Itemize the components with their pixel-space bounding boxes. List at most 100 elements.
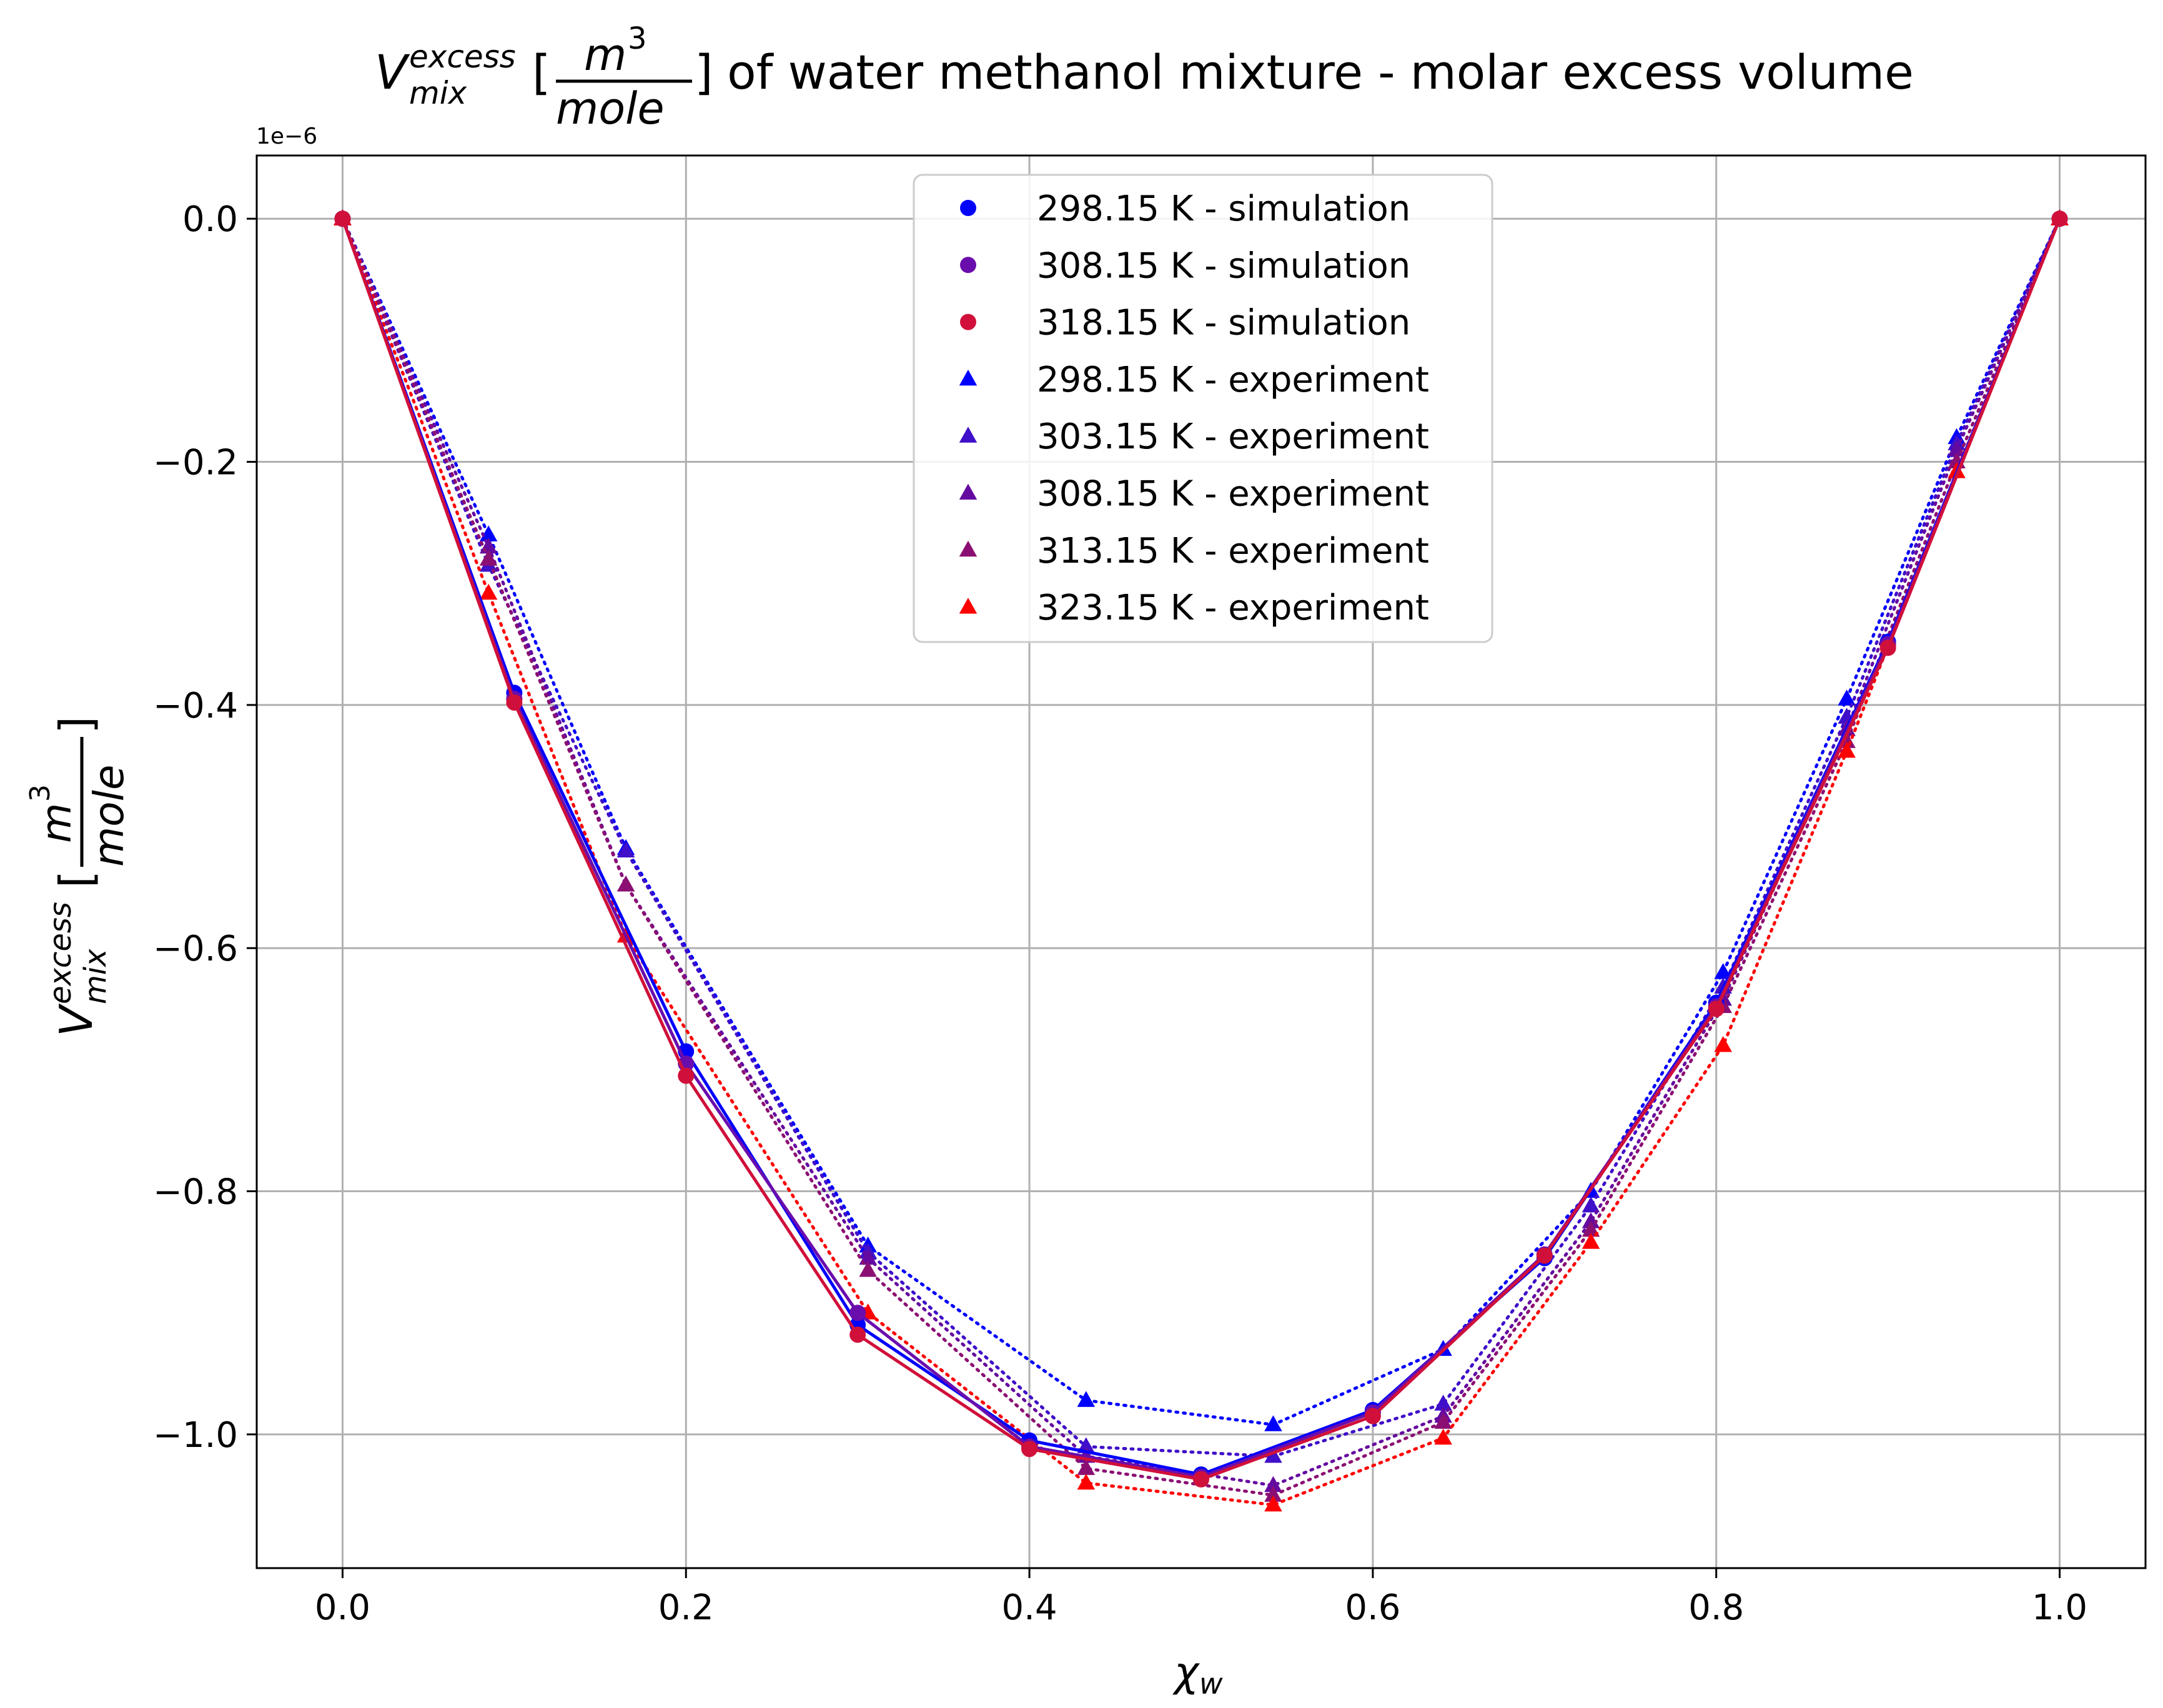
chart-title: V excess mix [ m 3 mole ] of water metha… (375, 21, 1914, 134)
legend-item: 308.15 K - simulation (960, 245, 1410, 286)
title-text: of water methanol mixture - molar excess… (712, 44, 1914, 100)
y-tick-label: −0.2 (153, 443, 238, 483)
data-point (1264, 1495, 1282, 1512)
data-point (479, 550, 498, 566)
series-2 (334, 210, 2068, 1488)
data-point (1708, 1000, 1725, 1017)
legend-marker (959, 369, 978, 386)
series-line (340, 217, 2062, 1488)
data-point (1879, 639, 1896, 656)
data-point (1581, 1233, 1600, 1249)
legend: 298.15 K - simulation 308.15 K - simulati… (913, 174, 1493, 643)
data-point (1077, 1391, 1096, 1407)
data-point (1581, 1220, 1600, 1237)
series-line (340, 217, 2062, 1507)
legend-marker (960, 313, 976, 330)
x-tick-label: 0.2 (658, 1587, 714, 1628)
y-label-v-symbol: V (50, 1003, 102, 1037)
title-v-symbol: V (375, 44, 410, 100)
data-point (1264, 1486, 1282, 1502)
data-point (1077, 1459, 1096, 1475)
x-label-subscript: w (1199, 1667, 1223, 1701)
data-point (849, 1305, 866, 1321)
legend-marker (959, 540, 978, 557)
y-label-bracket-open: [ (50, 871, 102, 888)
y-label-superscript: excess (43, 902, 78, 1004)
legend-label: 298.15 K - simulation (1037, 189, 1410, 229)
legend-item: 298.15 K - experiment (959, 360, 1429, 400)
data-point (1434, 1395, 1452, 1411)
y-label-subscript: mix (78, 949, 113, 1004)
legend-marker (959, 427, 978, 443)
axes-frame (255, 154, 2147, 1569)
x-tick-label: 0.8 (1688, 1587, 1744, 1628)
data-point (1193, 1471, 1209, 1488)
data-point (859, 1261, 877, 1277)
data-point (1434, 1428, 1452, 1445)
data-point (1364, 1408, 1381, 1424)
y-label-frac-num-base: m (32, 803, 81, 843)
data-point (2051, 210, 2068, 227)
legend-box (913, 174, 1493, 643)
data-point (678, 1067, 695, 1084)
data-point (1264, 1446, 1282, 1463)
legend-label: 303.15 K - experiment (1037, 417, 1429, 457)
legend-item: 318.15 K - simulation (960, 303, 1410, 343)
data-point (616, 875, 635, 892)
data-point (1077, 1437, 1096, 1453)
data-point (1434, 1413, 1452, 1429)
legend-marker (959, 598, 978, 614)
data-point (1536, 1247, 1553, 1264)
legend-marker (959, 483, 978, 500)
x-label-symbol: χ (1172, 1648, 1200, 1696)
legend-marker (960, 257, 976, 274)
series-line (340, 217, 2062, 1458)
data-point (1581, 1196, 1600, 1213)
title-bracket-open: [ (532, 44, 551, 100)
y-tick-label: −0.8 (153, 1172, 238, 1213)
y-tick-label: −0.6 (153, 929, 238, 969)
title-frac-num-exp: 3 (628, 21, 647, 56)
x-axis-label: χ w (1172, 1648, 1223, 1701)
legend-item: 303.15 K - experiment (959, 417, 1429, 457)
title-frac-num-base: m (584, 29, 626, 81)
legend-label: 308.15 K - simulation (1037, 245, 1410, 286)
x-tick-label: 0.6 (1345, 1587, 1400, 1628)
grid (257, 155, 2146, 1568)
y-tick-label: −1.0 (153, 1415, 238, 1456)
legend-marker (960, 200, 976, 216)
legend-item: 308.15 K - experiment (959, 474, 1429, 515)
y-tick-label: 0.0 (182, 199, 238, 240)
title-bracket-close: ] (695, 44, 713, 100)
plot-area (334, 209, 2069, 1512)
legend-item: 323.15 K - experiment (959, 588, 1429, 628)
data-point (1838, 689, 1856, 706)
data-point (1714, 963, 1732, 979)
data-point (1264, 1476, 1282, 1493)
y-label-frac-den: mole (85, 764, 133, 867)
y-offset-text: 1e−6 (256, 124, 317, 149)
title-subscript: mix (409, 75, 467, 111)
data-point (1838, 741, 1856, 758)
legend-label: 308.15 K - experiment (1037, 474, 1429, 515)
y-axis-label: V excess mix [ m 3 mole ] (24, 716, 133, 1037)
x-tick-label: 1.0 (2032, 1587, 2087, 1628)
legend-label: 318.15 K - simulation (1037, 303, 1410, 343)
y-label-bracket-close: ] (50, 716, 102, 734)
legend-label: 298.15 K - experiment (1037, 360, 1429, 400)
title-frac-den: mole (556, 83, 665, 134)
legend-item: 298.15 K - simulation (960, 189, 1410, 229)
x-tick-label: 0.0 (315, 1587, 370, 1628)
axis-ticks: 0.0 0.2 0.4 0.6 0.8 1.0 0.0 −0.2 −0.4 −0.6 −0.8 −1.… (153, 199, 2087, 1628)
data-point (334, 210, 351, 227)
data-point (1714, 1035, 1732, 1052)
data-point (616, 841, 635, 857)
data-point (1264, 1415, 1282, 1431)
y-label-frac-num-exp: 3 (24, 784, 56, 802)
y-tick-label: −0.4 (153, 686, 238, 726)
data-point (479, 525, 498, 541)
data-point (849, 1326, 866, 1343)
x-tick-label: 0.4 (1002, 1587, 1057, 1628)
data-point (1021, 1441, 1038, 1458)
